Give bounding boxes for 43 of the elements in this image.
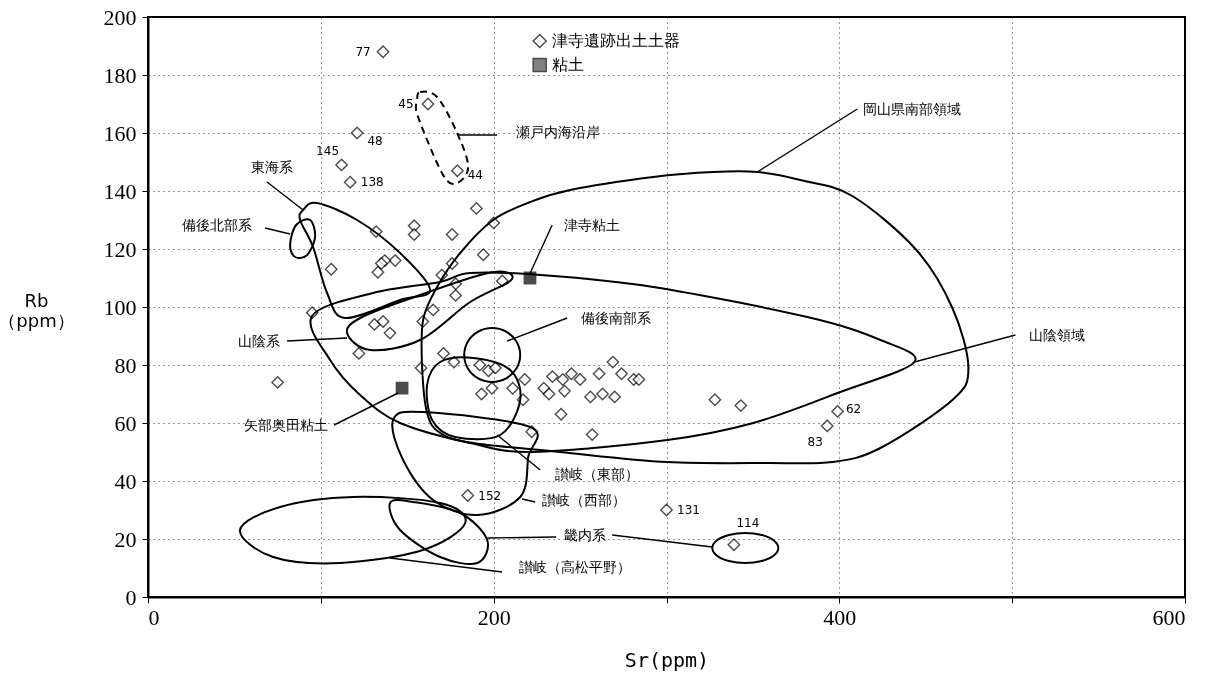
legend-label: 津寺遺跡出土土器 <box>551 31 680 50</box>
annotation: 備後南部系 <box>581 309 652 326</box>
x-tick-label: 200 <box>477 604 511 630</box>
y-tick-label: 60 <box>114 410 137 436</box>
annotation: 備後北部系 <box>182 216 253 233</box>
x-tick-label: 0 <box>148 604 160 630</box>
annotation: 瀬戸内海沿岸 <box>515 124 600 140</box>
annotation: 152 <box>478 488 502 503</box>
annotation: 48 <box>367 134 383 148</box>
annotation: 山陰領域 <box>1029 327 1086 343</box>
annotation: 矢部奥田粘土 <box>244 417 329 434</box>
annotation: 畿内系 <box>564 527 607 544</box>
y-tick-label: 180 <box>103 62 137 88</box>
y-axis-title: Rb （ppm） <box>0 289 75 331</box>
y-tick-label: 140 <box>103 178 137 204</box>
annotation: 45 <box>398 97 414 111</box>
annotation: 山陰系 <box>237 332 280 349</box>
annotation: 讃岐（西部） <box>541 492 626 509</box>
annotation: 讃岐（東部） <box>555 466 640 483</box>
y-tick-label: 40 <box>114 468 137 494</box>
annotation: 131 <box>677 503 700 517</box>
y-tick-label: 0 <box>125 584 137 610</box>
annotation: 岡山県南部領域 <box>862 100 961 117</box>
annotation: 114 <box>736 515 760 530</box>
y-tick-label: 120 <box>103 236 137 262</box>
annotation: 138 <box>360 175 384 190</box>
annotation: 44 <box>467 167 484 182</box>
y-tick-label: 20 <box>114 526 137 552</box>
legend-label: 粘土 <box>551 55 584 74</box>
annotation: 讃岐（高松平野） <box>518 559 631 575</box>
annotation: 145 <box>316 143 340 158</box>
y-tick-label: 80 <box>114 352 137 378</box>
y-tick-label: 160 <box>103 120 137 146</box>
y-tick-label: 200 <box>103 4 137 30</box>
x-axis-title: Sr(ppm) <box>624 647 710 672</box>
annotation: 62 <box>845 402 862 417</box>
annotation: 83 <box>807 434 823 449</box>
y-tick-label: 100 <box>103 294 137 320</box>
annotation: 東海系 <box>251 158 294 175</box>
annotation: 77 <box>355 44 371 59</box>
annotation: 津寺粘土 <box>563 217 620 233</box>
x-tick-label: 600 <box>1152 604 1186 630</box>
x-tick-label: 400 <box>823 604 857 630</box>
